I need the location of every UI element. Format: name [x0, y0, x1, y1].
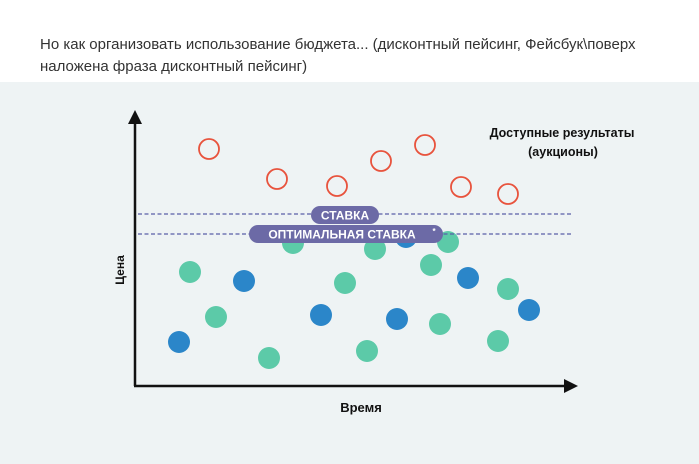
blue-dot — [518, 299, 540, 321]
blue-dots — [168, 226, 540, 353]
bid-pill: СТАВКА — [311, 206, 379, 224]
axes — [128, 110, 578, 393]
blue-dot — [168, 331, 190, 353]
y-axis-arrow — [128, 110, 142, 124]
x-axis-arrow — [564, 379, 578, 393]
green-dot — [420, 254, 442, 276]
bid-pill-bg — [311, 206, 379, 224]
red-circle — [450, 176, 472, 198]
green-dot — [429, 313, 451, 335]
blue-dot — [233, 270, 255, 292]
legend-line-1: Доступные результаты — [490, 126, 635, 140]
red-circle — [326, 175, 348, 197]
optimal-pill-label: ОПТИМАЛЬНАЯ СТАВКА — [268, 228, 416, 242]
x-axis-label: Время — [340, 400, 382, 415]
green-dot — [497, 278, 519, 300]
green-dot — [258, 347, 280, 369]
red-circle — [266, 168, 288, 190]
green-dot — [364, 238, 386, 260]
page-heading: Но как организовать использование бюджет… — [40, 34, 680, 78]
green-dot — [487, 330, 509, 352]
y-axis-label: Цена — [113, 255, 127, 285]
red-circles — [198, 134, 519, 205]
optimal-bid-pill: ОПТИМАЛЬНАЯ СТАВКА * — [249, 225, 443, 243]
green-dots — [179, 231, 519, 369]
blue-dot — [457, 267, 479, 289]
optimal-pill-superscript: * — [432, 227, 436, 236]
red-circle — [370, 150, 392, 172]
red-circle — [497, 183, 519, 205]
green-dot — [334, 272, 356, 294]
red-circle — [198, 138, 220, 160]
blue-dot — [310, 304, 332, 326]
green-dot — [205, 306, 227, 328]
green-dot — [356, 340, 378, 362]
red-circle — [414, 134, 436, 156]
heading-line-1: Но как организовать использование бюджет… — [40, 36, 636, 53]
bid-pill-label: СТАВКА — [321, 209, 370, 223]
legend-line-2: (аукционы) — [528, 145, 598, 159]
optimal-pill-bg — [249, 225, 443, 243]
heading-line-2: наложена фраза дисконтный пейсинг) — [40, 58, 308, 75]
green-dot — [179, 261, 201, 283]
blue-dot — [386, 308, 408, 330]
